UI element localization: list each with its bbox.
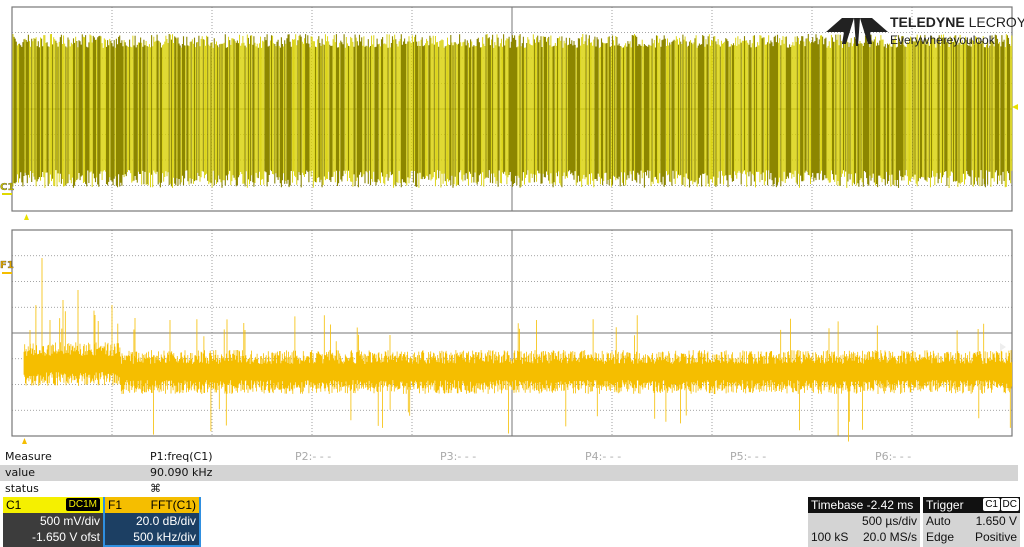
f1-position-marker[interactable] — [22, 438, 27, 444]
f1-right-marker — [1000, 343, 1006, 351]
scope-display: C1 F1 — [0, 6, 1018, 444]
status-warning-icon: ⌘ — [150, 482, 161, 495]
trigger-slope: Positive — [974, 530, 1017, 544]
trigger-level-marker[interactable] — [1012, 104, 1018, 110]
c1-offset: -1.650 V ofst — [31, 530, 100, 544]
trigger-coupling-badge: DC — [1000, 498, 1019, 511]
trigger-mode: Auto — [926, 514, 951, 528]
timebase-tdiv: 500 µs/div — [862, 514, 917, 528]
measure-value-row: value 90.090 kHz — [0, 465, 1018, 481]
c1-trigger-position-marker[interactable] — [24, 214, 29, 220]
value-label: value — [5, 466, 36, 479]
f1-trace-label[interactable]: F1 — [0, 260, 14, 271]
timebase-samples: 100 kS — [811, 530, 849, 544]
trigger-descriptor[interactable]: Trigger C1 DC Auto 1.650 V Edge Positive — [923, 497, 1020, 547]
param-p3[interactable]: P3:- - - — [440, 450, 477, 463]
f1-label: F1 — [108, 498, 123, 512]
p1-value: 90.090 kHz — [150, 466, 213, 479]
measurement-table: Measure P1:freq(C1) P2:- - - P3:- - - P4… — [0, 449, 1018, 497]
f1-vdiv: 20.0 dB/div — [135, 514, 196, 528]
c1-label: C1 — [6, 498, 22, 512]
measure-header-row: Measure P1:freq(C1) P2:- - - P3:- - - P4… — [0, 449, 1018, 465]
c1-waveform — [12, 34, 1013, 188]
c1-channel-descriptor[interactable]: C1 DC1M 500 mV/div -1.650 V ofst — [3, 497, 103, 547]
param-p5[interactable]: P5:- - - — [730, 450, 767, 463]
param-p4[interactable]: P4:- - - — [585, 450, 622, 463]
f1-offset-marker[interactable] — [2, 272, 12, 274]
teledyne-lecroy-logo: TELEDYNE LECROY Everywhereyoulook — [826, 14, 1024, 50]
measure-label: Measure — [5, 450, 52, 463]
param-p2[interactable]: P2:- - - — [295, 450, 332, 463]
param-p6[interactable]: P6:- - - — [875, 450, 912, 463]
c1-coupling-badge: DC1M — [65, 498, 100, 511]
c1-vdiv: 500 mV/div — [39, 514, 100, 528]
trigger-source-badge: C1 — [983, 498, 1000, 511]
trigger-label: Trigger — [926, 498, 964, 512]
f1-function: FFT(C1) — [150, 498, 196, 512]
timebase-rate: 20.0 MS/s — [862, 530, 917, 544]
status-label: status — [5, 482, 39, 495]
param-p1[interactable]: P1:freq(C1) — [150, 450, 213, 463]
trigger-level: 1.650 V — [975, 514, 1017, 528]
logo-mark-icon — [826, 18, 888, 46]
f1-grid — [11, 229, 1013, 437]
timebase-descriptor[interactable]: Timebase -2.42 ms 500 µs/div 100 kS 20.0 … — [808, 497, 920, 547]
trigger-type: Edge — [926, 530, 955, 544]
timebase-delay: -2.42 ms — [866, 498, 914, 512]
timebase-label: Timebase — [811, 498, 864, 512]
c1-offset-marker[interactable] — [2, 193, 12, 195]
c1-trace-label[interactable]: C1 — [0, 182, 14, 193]
f1-fft-waveform — [23, 258, 1013, 442]
f1-hdiv: 500 kHz/div — [133, 530, 196, 544]
measure-status-row: status ⌘ — [0, 481, 1018, 497]
f1-math-descriptor[interactable]: F1 FFT(C1) 20.0 dB/div 500 kHz/div — [103, 497, 201, 547]
